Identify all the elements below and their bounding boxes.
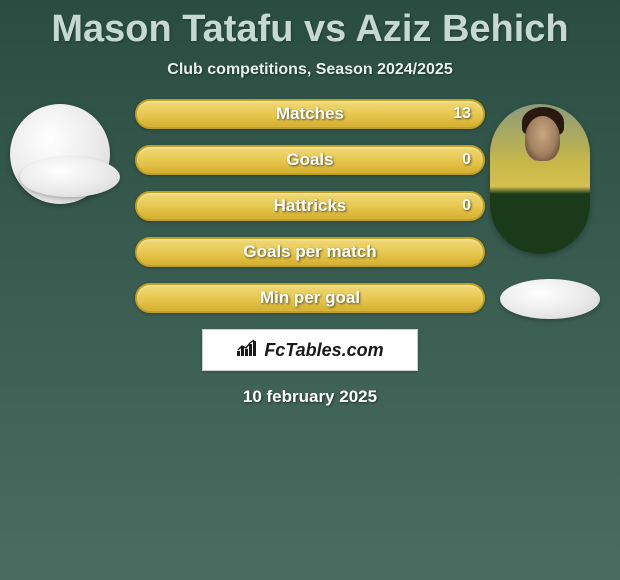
- player-left-badge: [20, 157, 120, 197]
- stat-label: Matches: [276, 104, 344, 124]
- date-label: 10 february 2025: [0, 387, 620, 407]
- player-right-photo: [490, 104, 590, 254]
- player-right-face: [525, 116, 560, 161]
- page-title: Mason Tatafu vs Aziz Behich: [0, 0, 620, 51]
- page-subtitle: Club competitions, Season 2024/2025: [0, 61, 620, 79]
- stat-right-value: 0: [462, 151, 471, 169]
- stat-label: Goals per match: [243, 242, 376, 262]
- comparison-content: Matches 13 Goals 0 Hattricks 0 Goals per…: [0, 99, 620, 407]
- stat-bar-matches: Matches 13: [135, 99, 485, 129]
- stat-label: Min per goal: [260, 288, 360, 308]
- stat-label: Goals: [286, 150, 333, 170]
- stat-right-value: 13: [453, 105, 471, 123]
- brand-text: FcTables.com: [264, 340, 383, 361]
- stat-bar-min-per-goal: Min per goal: [135, 283, 485, 313]
- player-right-avatar: [490, 104, 590, 254]
- stats-bars: Matches 13 Goals 0 Hattricks 0 Goals per…: [135, 99, 485, 313]
- brand-box[interactable]: FcTables.com: [202, 329, 418, 371]
- stat-bar-goals: Goals 0: [135, 145, 485, 175]
- chart-icon: [236, 339, 258, 362]
- stat-bar-goals-per-match: Goals per match: [135, 237, 485, 267]
- stat-label: Hattricks: [274, 196, 347, 216]
- stat-right-value: 0: [462, 197, 471, 215]
- player-right-badge: [500, 279, 600, 319]
- stat-bar-hattricks: Hattricks 0: [135, 191, 485, 221]
